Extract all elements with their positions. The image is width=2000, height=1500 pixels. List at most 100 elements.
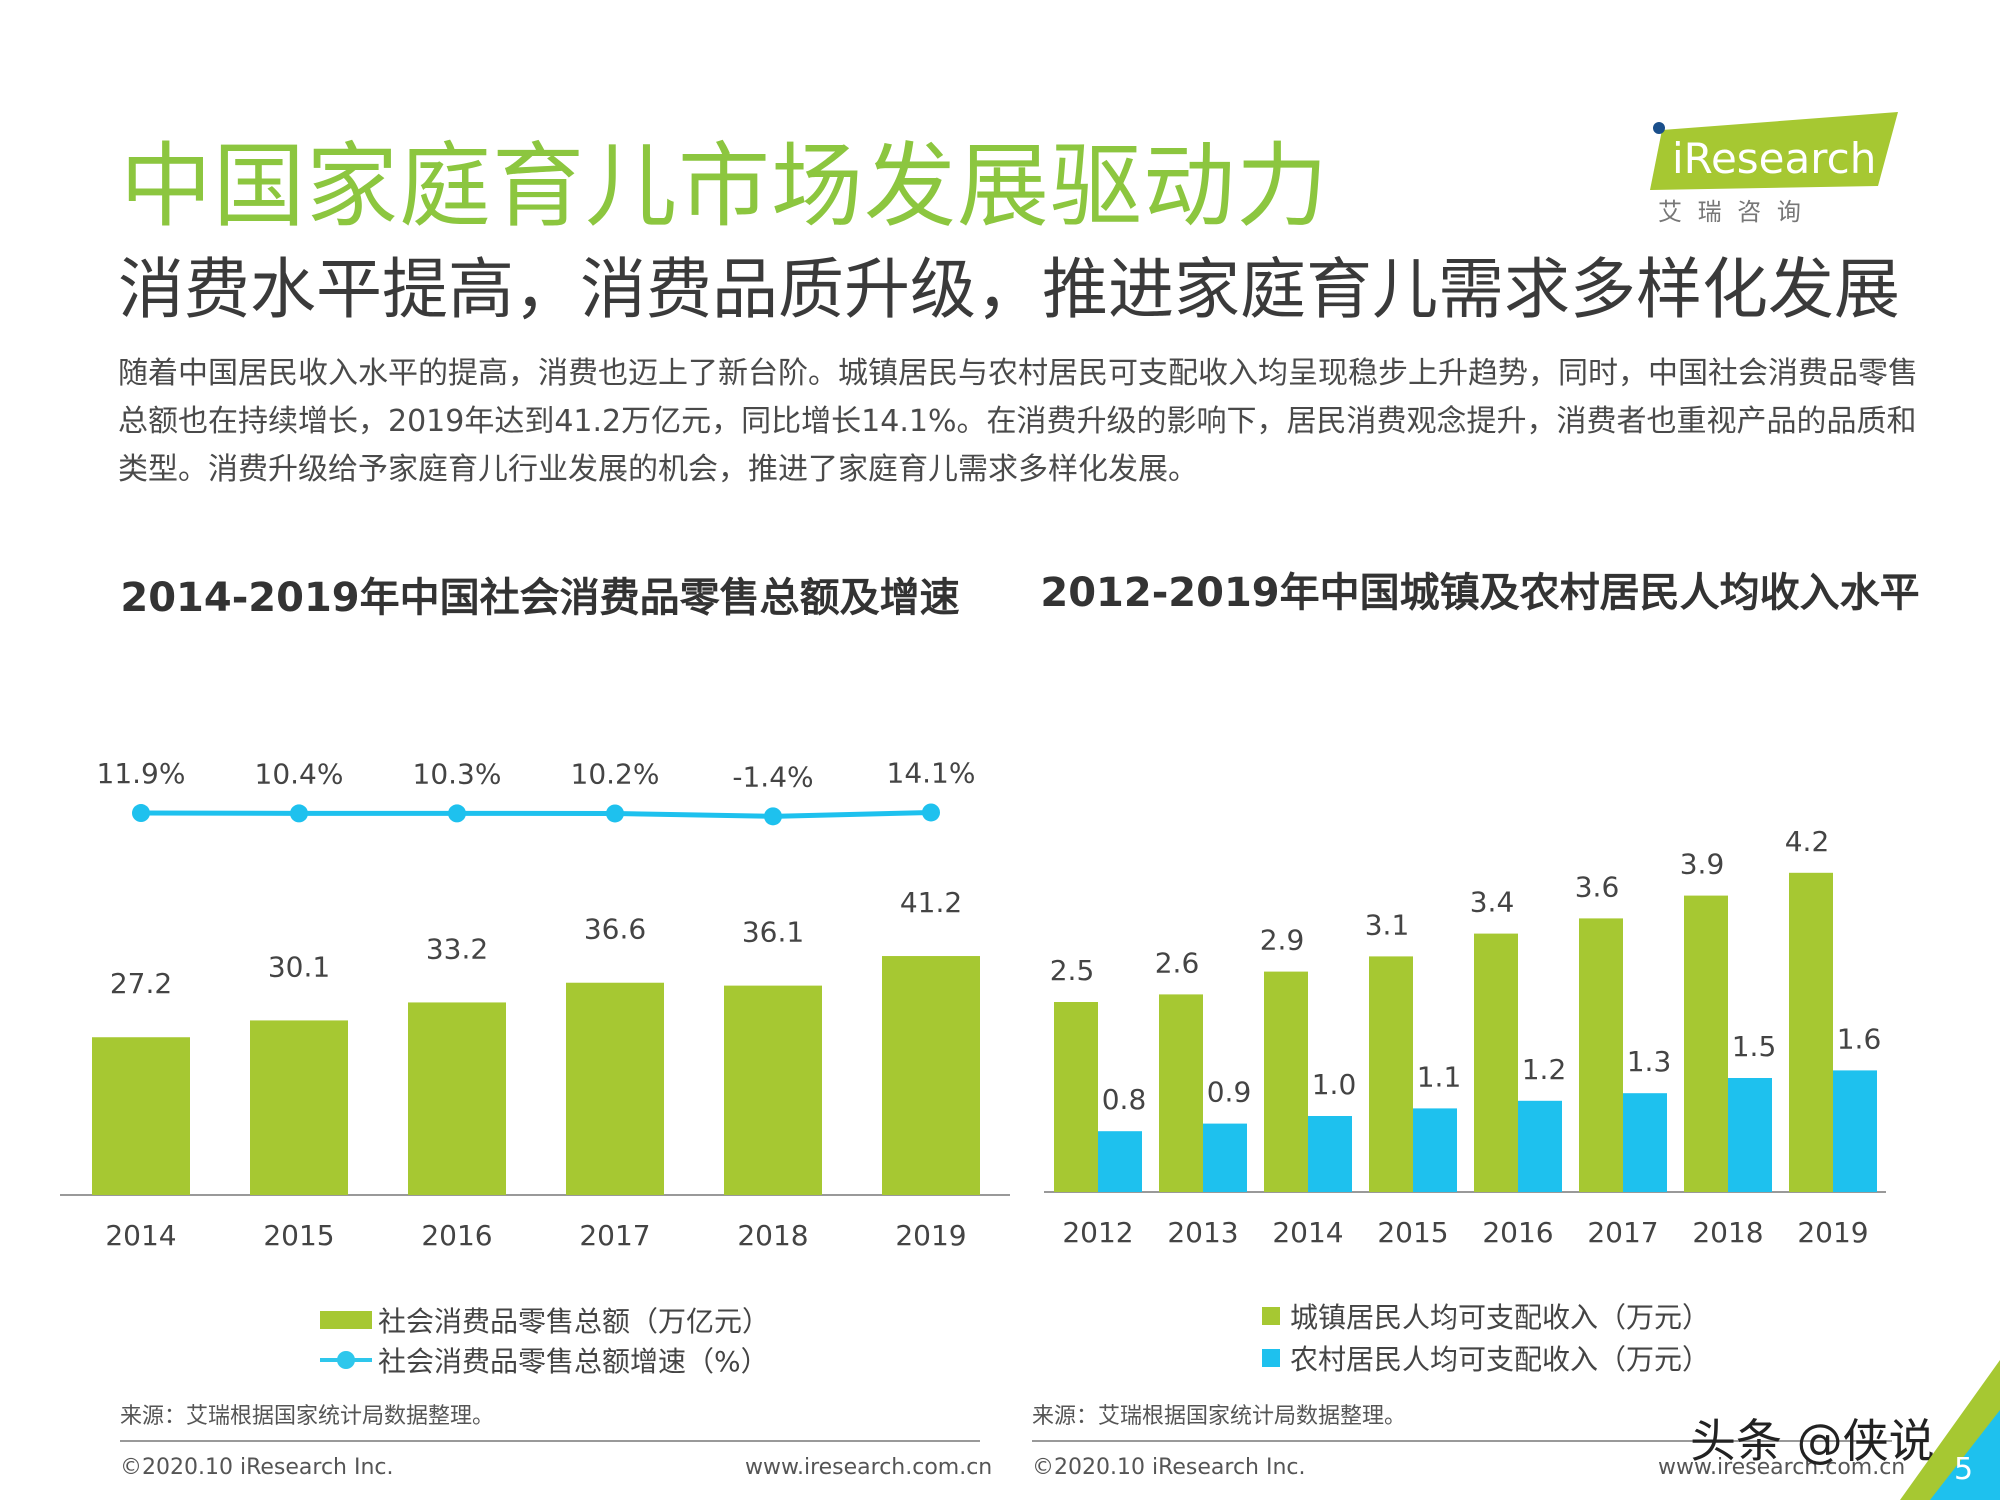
chart1-legend-line: 社会消费品零售总额增速（%） [320,1340,769,1380]
chart2-rural-label: 1.2 [1522,1053,1567,1086]
chart1-title: 2014-2019年中国社会消费品零售总额及增速 [120,575,960,621]
chart2-legend-urban-label: 城镇居民人均可支配收入（万元） [1290,1301,1711,1334]
corner-decoration [1900,1360,2000,1500]
iresearch-logo: iResearch 艾 瑞 咨 询 [1650,108,1910,228]
chart1-growth-point [606,804,624,823]
chart2-bar-rural [1833,1070,1877,1192]
chart1-bar [882,956,980,1195]
chart2-income: 2.5 0.8 2012 2.6 0.9 2013 2.9 1.0 2014 3.1 1.1 2015… [1044,825,1886,1249]
chart2-bar-rural [1518,1100,1562,1192]
chart1-growth-label: 10.4% [255,757,344,790]
page-number: 5 [1954,1452,1974,1487]
chart2-urban-label: 2.6 [1155,946,1200,979]
chart2-bar-urban [1789,872,1833,1192]
chart1-growth-point [448,804,466,823]
chart1-bar-label: 36.6 [584,913,646,946]
chart1-bar [724,985,822,1195]
legend-swatch-green [320,1311,372,1329]
chart2-x-tick: 2014 [1272,1216,1343,1249]
chart2-legend-rural: 农村居民人均可支配收入（万元） [1262,1338,1710,1378]
chart1-legend-line-label: 社会消费品零售总额增速（%） [378,1345,769,1378]
chart1-x-tick: 2014 [105,1219,176,1252]
chart2-bar-urban [1579,918,1623,1192]
source-left: 来源：艾瑞根据国家统计局数据整理。 [120,1404,495,1429]
chart2-bar-rural [1098,1131,1142,1192]
chart2-title: 2012-2019年中国城镇及农村居民人均收入水平 [1040,570,1920,616]
chart2-x-tick: 2012 [1062,1216,1133,1249]
chart1-growth-point [132,804,150,823]
chart2-urban-label: 2.5 [1050,954,1095,987]
chart2-bar-urban [1474,933,1518,1192]
chart2-bar-rural [1728,1078,1772,1192]
copyright-left: ©2020.10 iResearch Inc. [120,1455,394,1480]
chart1-x-tick: 2015 [263,1219,334,1252]
watermark: 头条 @侠说 [1690,1414,1935,1468]
chart2-urban-label: 3.1 [1365,908,1410,941]
chart2-x-tick: 2015 [1377,1216,1448,1249]
chart1-x-tick: 2018 [737,1219,808,1252]
url-right[interactable]: www.iresearch.com.cn [1658,1455,1906,1480]
chart2-rural-label: 1.3 [1627,1045,1672,1078]
chart1-legend-bar: 社会消费品零售总额（万亿元） [320,1300,770,1340]
chart1-x-tick: 2019 [895,1219,966,1252]
chart2-x-tick: 2013 [1167,1216,1238,1249]
chart1-bar-label: 27.2 [110,967,172,1000]
chart2-bar-rural [1203,1123,1247,1192]
chart1-bar-label: 41.2 [900,886,962,919]
footer-rule-right [1032,1440,1892,1442]
logo-mark: iResearch 艾 瑞 咨 询 [1650,112,1898,226]
url-left[interactable]: www.iresearch.com.cn [745,1455,993,1480]
chart2-x-tick: 2017 [1587,1216,1658,1249]
chart1-bar [92,1037,190,1195]
chart1-bar-label: 33.2 [426,932,488,965]
chart1-x-tick: 2016 [421,1219,492,1252]
chart2-bar-urban [1684,895,1728,1192]
chart2-x-tick: 2016 [1482,1216,1553,1249]
legend-swatch-green [1262,1307,1280,1325]
chart2-rural-label: 1.5 [1732,1030,1777,1063]
chart2-x-tick: 2019 [1797,1216,1868,1249]
chart2-bar-urban [1264,971,1308,1192]
chart2-bar-urban [1159,994,1203,1192]
chart1-legend-bar-label: 社会消费品零售总额（万亿元） [378,1305,771,1338]
chart2-rural-label: 0.9 [1207,1076,1252,1109]
chart2-urban-label: 3.4 [1470,886,1515,919]
chart1-growth-label: 14.1% [887,756,976,789]
logo-brand-text: iResearch [1672,134,1876,183]
chart1-bar-label: 30.1 [268,950,330,983]
chart2-bar-urban [1369,956,1413,1192]
chart2-urban-label: 4.2 [1785,825,1830,858]
chart1-bar-label: 36.1 [742,916,804,949]
chart2-urban-label: 2.9 [1260,924,1305,957]
chart2-bar-rural [1308,1116,1352,1192]
chart2-urban-label: 3.9 [1680,848,1725,881]
chart2-bar-rural [1623,1093,1667,1192]
chart1-growth-point [764,807,782,826]
legend-swatch-line [320,1351,372,1369]
chart2-bar-rural [1413,1108,1457,1192]
chart1-growth-line [140,809,932,819]
chart1-growth-point [922,803,940,822]
copyright-right: ©2020.10 iResearch Inc. [1032,1455,1306,1480]
chart2-rural-label: 1.6 [1837,1022,1882,1055]
source-right: 来源：艾瑞根据国家统计局数据整理。 [1032,1404,1407,1429]
footer-rule-left [120,1440,980,1442]
chart2-urban-label: 3.6 [1575,870,1620,903]
chart2-rural-label: 0.8 [1102,1083,1147,1116]
chart1-growth-label: 11.9% [97,757,186,790]
chart2-rural-label: 1.1 [1417,1060,1462,1093]
chart1-growth-label: -1.4% [732,760,813,793]
page-subtitle: 消费水平提高，消费品质升级，推进家庭育儿需求多样化发展 [118,251,1900,328]
chart1-bar [566,982,664,1195]
legend-swatch-blue [1262,1349,1280,1367]
chart2-rural-label: 1.0 [1312,1068,1357,1101]
chart2-bar-urban [1054,1002,1098,1192]
page-title: 中国家庭育儿市场发展驱动力 [120,133,1330,240]
chart1-growth-label: 10.3% [413,757,502,790]
chart1-growth-label: 10.2% [571,757,660,790]
chart1-bar [408,1002,506,1195]
chart2-legend-urban: 城镇居民人均可支配收入（万元） [1262,1296,1710,1336]
chart1-retail-sales: 27.2 2014 30.1 2015 33.2 2016 36.6 2017 36.1 2018… [60,756,1010,1252]
chart2-legend-rural-label: 农村居民人均可支配收入（万元） [1290,1343,1711,1376]
chart1-bar [250,1020,348,1195]
